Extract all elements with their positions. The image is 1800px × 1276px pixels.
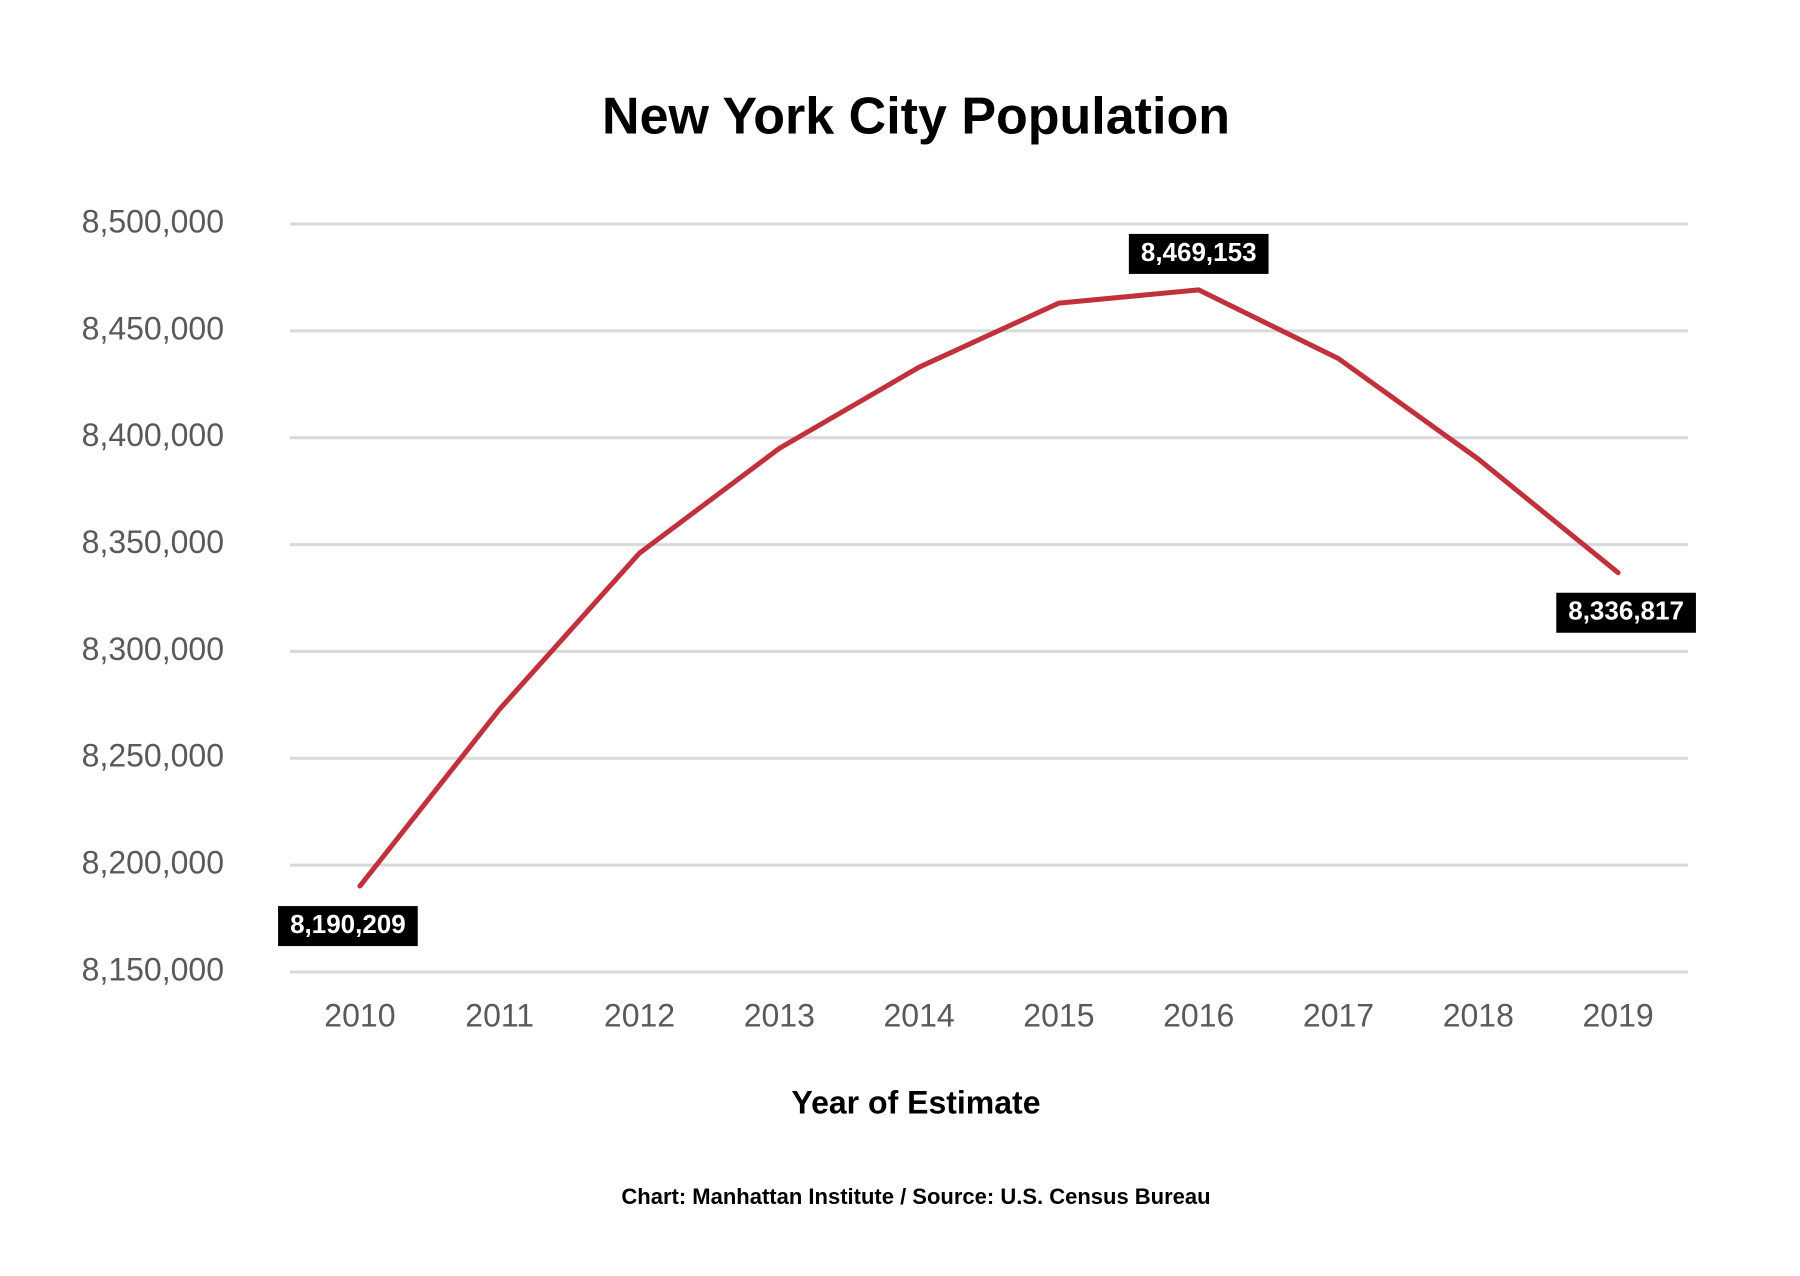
y-tick-label: 8,450,000	[82, 310, 224, 346]
x-tick-label: 2015	[1023, 997, 1094, 1033]
data-line	[357, 287, 1621, 889]
y-tick-label: 8,350,000	[82, 524, 224, 560]
source-note: Chart: Manhattan Institute / Source: U.S…	[621, 1184, 1210, 1209]
value-label-box	[1128, 233, 1269, 274]
value-label: 8,336,817	[1568, 596, 1684, 626]
value-label: 8,190,209	[290, 909, 406, 939]
x-tick-label: 2016	[1163, 997, 1234, 1033]
value-label-box	[1556, 592, 1696, 633]
x-tick-label: 2013	[744, 997, 815, 1033]
y-tick-label: 8,400,000	[82, 417, 224, 453]
x-tick-label: 2010	[324, 997, 395, 1033]
y-tick-label: 8,150,000	[82, 951, 224, 987]
x-axis-title: Year of Estimate	[792, 1084, 1041, 1120]
chart-title: New York City Population	[602, 88, 1230, 146]
value-label: 8,469,153	[1141, 237, 1257, 267]
x-tick-label: 2014	[884, 997, 955, 1033]
y-tick-label: 8,200,000	[82, 845, 224, 881]
x-tick-label: 2011	[465, 997, 534, 1033]
y-tick-label: 8,300,000	[82, 631, 224, 667]
y-tick-label: 8,500,000	[82, 203, 224, 239]
x-tick-label: 2019	[1583, 997, 1654, 1033]
value-label-box	[278, 906, 418, 947]
y-tick-label: 8,250,000	[82, 738, 224, 774]
x-tick-label: 2017	[1303, 997, 1374, 1033]
x-tick-label: 2012	[604, 997, 675, 1033]
x-tick-label: 2018	[1443, 997, 1514, 1033]
